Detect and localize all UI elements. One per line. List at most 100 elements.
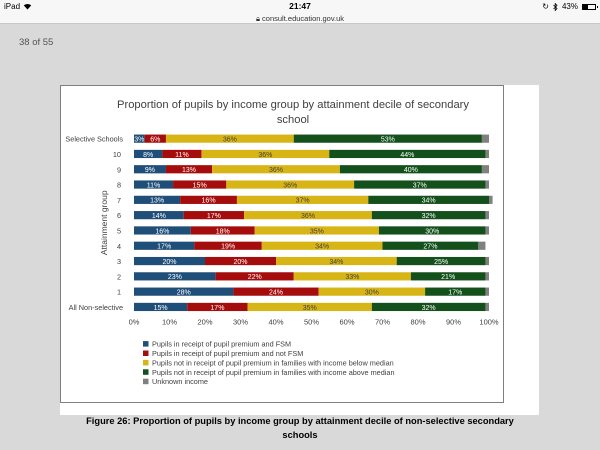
data-label: 27% bbox=[423, 244, 437, 251]
data-label: 36% bbox=[223, 136, 237, 143]
bar-segment bbox=[247, 302, 372, 312]
category-label: 2 bbox=[117, 272, 121, 281]
data-label: 32% bbox=[422, 305, 436, 312]
data-label: 35% bbox=[303, 305, 317, 312]
legend-label: Pupils not in receipt of pupil premium i… bbox=[152, 368, 395, 377]
bar-segment bbox=[339, 165, 482, 174]
caption-line-2: schools bbox=[282, 430, 318, 440]
bar-segment bbox=[378, 226, 486, 235]
wifi-icon bbox=[23, 3, 32, 10]
x-tick-label: 70% bbox=[375, 318, 390, 327]
bar-segment bbox=[485, 149, 489, 159]
x-tick-label: 80% bbox=[410, 318, 425, 327]
data-label: 23% bbox=[168, 274, 182, 281]
data-label: 16% bbox=[155, 228, 169, 235]
bar-segment bbox=[485, 302, 489, 312]
bar-segment bbox=[134, 134, 145, 143]
data-label: 17% bbox=[210, 305, 224, 312]
data-label: 36% bbox=[301, 213, 315, 220]
x-tick-label: 20% bbox=[197, 318, 212, 327]
bar-segment bbox=[173, 180, 227, 189]
data-label: 17% bbox=[207, 213, 221, 220]
bar-segment bbox=[144, 134, 166, 143]
data-label: 20% bbox=[233, 259, 247, 266]
legend-swatch bbox=[143, 378, 149, 385]
data-label: 14% bbox=[152, 213, 166, 220]
bar-segment bbox=[226, 180, 355, 189]
category-label: Selective Schools bbox=[65, 135, 123, 144]
data-label: 9% bbox=[145, 167, 155, 174]
data-label: 6% bbox=[150, 136, 160, 143]
bar-segment bbox=[481, 165, 489, 174]
bar-segment bbox=[134, 195, 181, 204]
bar-segment bbox=[162, 149, 202, 159]
status-left: iPad bbox=[4, 2, 32, 11]
bar-segment bbox=[329, 149, 486, 159]
legend-label: Unknown income bbox=[152, 377, 208, 386]
data-label: 44% bbox=[400, 152, 414, 159]
data-label: 18% bbox=[216, 228, 230, 235]
chart-frame: Proportion of pupils by income group by … bbox=[60, 85, 504, 403]
bar-segment bbox=[485, 211, 489, 220]
data-label: 34% bbox=[422, 198, 436, 205]
bar-segment bbox=[318, 287, 426, 296]
bar-segment bbox=[293, 272, 411, 281]
data-label: 16% bbox=[202, 198, 216, 205]
x-tick-label: 0% bbox=[129, 318, 140, 327]
data-label: 37% bbox=[413, 182, 427, 189]
bar-segment bbox=[478, 241, 486, 250]
x-tick-label: 30% bbox=[233, 318, 248, 327]
y-axis-label: Attainment group bbox=[99, 190, 109, 255]
bar-segment bbox=[134, 256, 205, 266]
legend-swatch bbox=[143, 359, 149, 366]
bar-segment bbox=[276, 256, 397, 266]
data-label: 15% bbox=[154, 305, 168, 312]
data-label: 8% bbox=[143, 152, 153, 159]
bar-segment bbox=[485, 180, 489, 189]
x-tick-label: 60% bbox=[339, 318, 354, 327]
category-label: 7 bbox=[117, 196, 121, 205]
legend-label: Pupils not in receipt of pupil premium i… bbox=[152, 358, 394, 367]
status-bar: iPad 21:47 ↻ 43% bbox=[0, 0, 600, 14]
data-label: 19% bbox=[221, 244, 235, 251]
category-label: 1 bbox=[117, 288, 121, 297]
bar-segment bbox=[261, 241, 383, 250]
bar-segment bbox=[134, 302, 188, 312]
chart-title-line-2: school bbox=[277, 114, 309, 126]
x-tick-label: 100% bbox=[479, 318, 499, 327]
bar-segment bbox=[236, 195, 369, 204]
bar-segment bbox=[485, 256, 489, 266]
category-label: 9 bbox=[117, 165, 121, 174]
bar-segment bbox=[410, 272, 486, 281]
legend-swatch bbox=[143, 341, 149, 347]
battery-percent: 43% bbox=[561, 2, 578, 11]
data-label: 11% bbox=[175, 152, 189, 159]
data-label: 30% bbox=[425, 228, 439, 235]
address-bar[interactable]: 🔒︎ consult.education.gov.uk bbox=[0, 14, 600, 24]
data-label: 36% bbox=[269, 167, 283, 174]
bar-segment bbox=[254, 226, 379, 235]
category-label: 8 bbox=[117, 181, 121, 190]
page-indicator: 38 of 55 bbox=[19, 37, 54, 48]
data-label: 34% bbox=[315, 244, 329, 251]
chart-title-line-1: Proportion of pupils by income group by … bbox=[117, 99, 469, 111]
data-label: 20% bbox=[162, 259, 176, 266]
bar-segment bbox=[134, 180, 174, 189]
battery-icon bbox=[582, 3, 598, 10]
x-tick-label: 40% bbox=[268, 318, 283, 327]
bar-segment bbox=[293, 134, 482, 143]
bar-segment bbox=[187, 302, 248, 312]
data-label: 13% bbox=[182, 167, 196, 174]
bar-segment bbox=[481, 134, 489, 143]
bar-segment bbox=[485, 226, 489, 235]
data-label: 11% bbox=[147, 182, 161, 189]
category-label: All Non-selective bbox=[69, 303, 123, 312]
caption-line-1: Figure 26: Proportion of pupils by incom… bbox=[86, 416, 514, 426]
data-label: 28% bbox=[177, 289, 191, 296]
bar-segment bbox=[165, 165, 213, 174]
data-label: 13% bbox=[150, 198, 164, 205]
bar-segment bbox=[382, 241, 479, 250]
figure-caption: Figure 26: Proportion of pupils by incom… bbox=[60, 414, 540, 442]
data-label: 21% bbox=[441, 274, 455, 281]
bar-segment bbox=[183, 211, 245, 220]
